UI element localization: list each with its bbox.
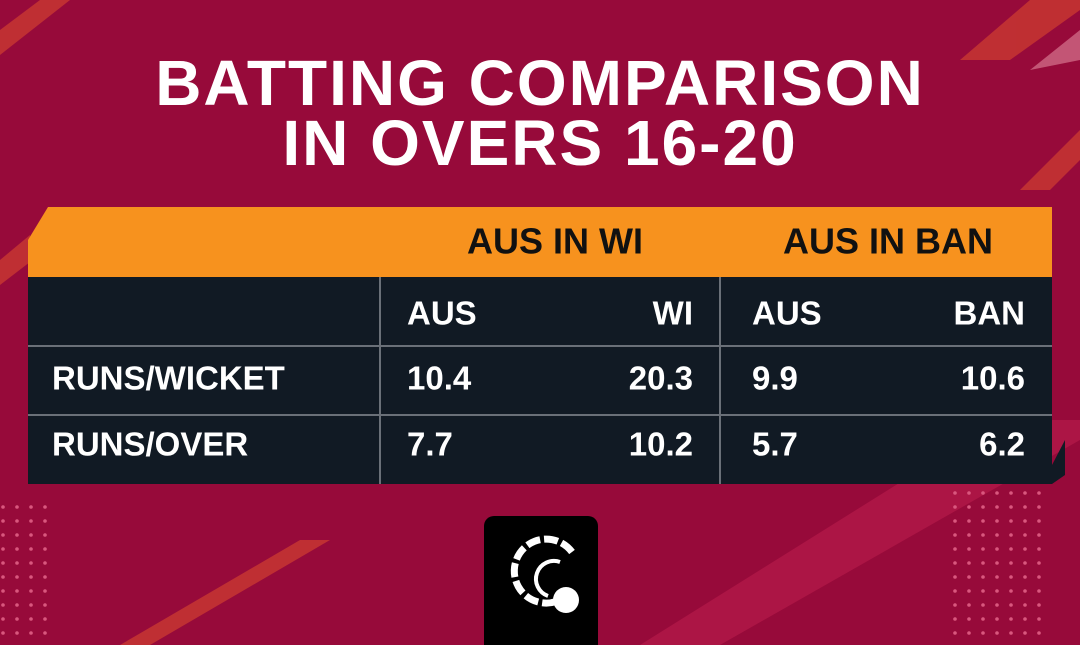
cell-value: 10.2: [629, 426, 693, 463]
column-header: AUS: [752, 295, 822, 332]
cell-value: 10.6: [961, 360, 1025, 397]
table-body: [28, 277, 1052, 484]
cell-value: 9.9: [752, 360, 798, 397]
cell-value: 7.7: [407, 426, 453, 463]
column-header: BAN: [954, 295, 1026, 332]
row-label: RUNS/WICKET: [52, 360, 285, 397]
dot-pattern: [950, 475, 1050, 645]
logo: [484, 516, 598, 645]
cell-value: 5.7: [752, 426, 798, 463]
cell-value: 6.2: [979, 426, 1025, 463]
table-lines: [28, 277, 1052, 484]
column-header: AUS: [407, 295, 477, 332]
dot-pattern: [0, 505, 56, 645]
decoration: [1052, 440, 1065, 484]
group-header: AUS IN BAN: [783, 221, 993, 262]
group-header-bar: [28, 207, 1052, 277]
row-label: RUNS/OVER: [52, 426, 248, 463]
title-line: BATTING COMPARISON: [155, 47, 925, 119]
cell-value: 10.4: [407, 360, 472, 397]
group-header: AUS IN WI: [467, 221, 643, 262]
column-header: WI: [653, 295, 693, 332]
title-line: IN OVERS 16-20: [282, 107, 797, 179]
cell-value: 20.3: [629, 360, 693, 397]
